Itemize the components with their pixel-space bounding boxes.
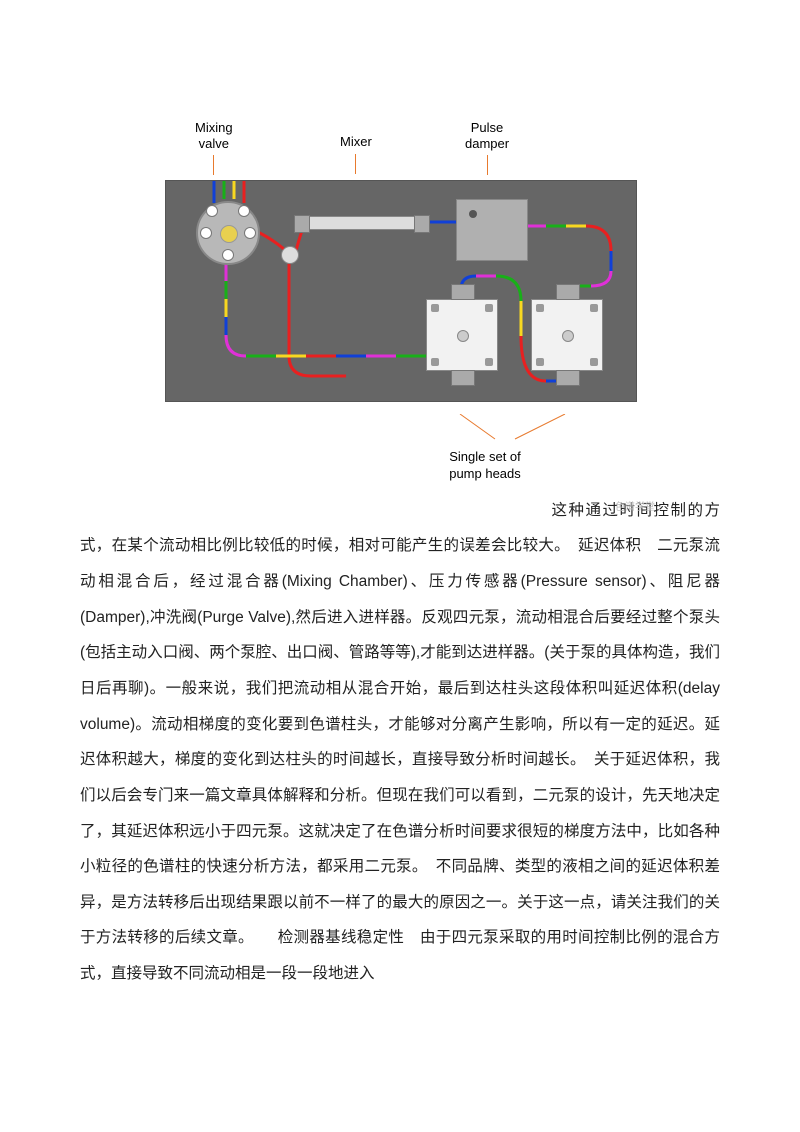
body-text-content: 控制的方式，在某个流动相比例比较低的时候，相对可能产生的误差会比较大。 延迟体积… (80, 502, 720, 982)
mixing-valve-icon (196, 201, 260, 265)
pump-nut (556, 284, 580, 300)
pump-bolt (590, 304, 598, 312)
pulse-damper-icon (456, 199, 528, 261)
leader-line (487, 155, 488, 175)
damper-port (469, 210, 477, 218)
label-mixing-valve: Mixing valve (195, 120, 233, 175)
pump-nut (556, 370, 580, 386)
pump-leader-lines (165, 414, 635, 444)
small-valve-icon (281, 246, 299, 264)
label-pump-heads-text: Single set of pump heads (335, 449, 635, 483)
pump-center (457, 330, 469, 342)
label-mixer: Mixer (340, 134, 372, 174)
diagram-bottom-label: Single set of pump heads 色谱学堂 (165, 414, 635, 483)
mixer-fitting (294, 215, 310, 233)
label-pulse-damper-text: Pulse damper (465, 120, 509, 151)
pump-bolt (431, 358, 439, 366)
pump-nut (451, 370, 475, 386)
label-mixing-valve-text: Mixing valve (195, 120, 233, 151)
valve-port (200, 227, 212, 239)
pump-nut (451, 284, 475, 300)
pump-head-2-icon (531, 299, 603, 371)
pump-bolt (431, 304, 439, 312)
leader-line (355, 154, 356, 174)
pump-bolt (485, 304, 493, 312)
valve-port (222, 249, 234, 261)
pump-bolt (536, 304, 544, 312)
diagram-panel (165, 180, 637, 402)
label-mixer-text: Mixer (340, 134, 372, 149)
pump-head-1-icon (426, 299, 498, 371)
pump-center (562, 330, 574, 342)
mixer-fitting (414, 215, 430, 233)
pump-bolt (485, 358, 493, 366)
diagram-top-labels: Mixing valve Mixer Pulse damper (165, 120, 635, 180)
mixer-icon (301, 216, 423, 230)
valve-center (220, 225, 238, 243)
watermark-text: 色谱学堂 (615, 498, 655, 513)
valve-port (244, 227, 256, 239)
pump-bolt (590, 358, 598, 366)
leader-line (213, 155, 214, 175)
pump-bolt (536, 358, 544, 366)
label-pulse-damper: Pulse damper (465, 120, 509, 175)
pump-diagram: Mixing valve Mixer Pulse damper (165, 120, 635, 483)
valve-port (238, 205, 250, 217)
valve-port (206, 205, 218, 217)
article-body: 这种通过时间控制的方式，在某个流动相比例比较低的时候，相对可能产生的误差会比较大… (80, 493, 720, 992)
